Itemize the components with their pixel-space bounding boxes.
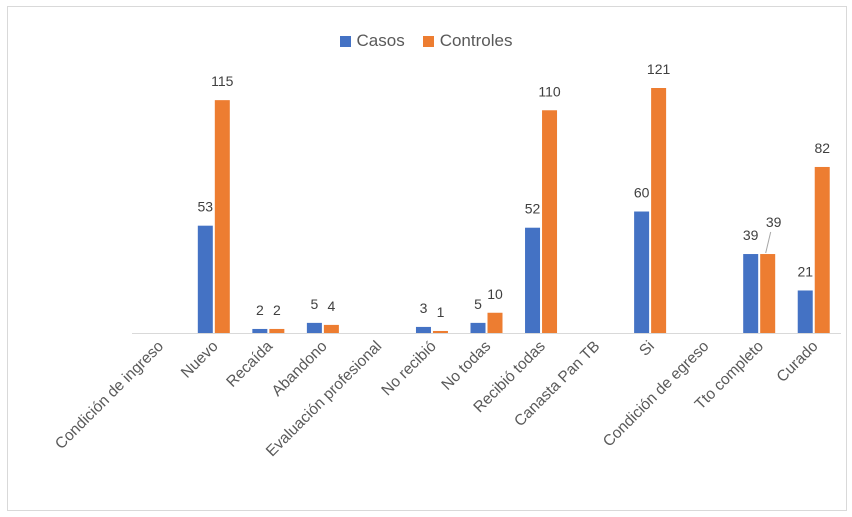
x-tick-label: No todas [438,338,494,394]
data-label: 82 [814,140,830,156]
x-tick-label: No recibió [378,338,439,399]
data-label: 121 [647,61,671,77]
data-label: 4 [327,298,335,314]
bar-casos [252,328,268,333]
legend-swatch-casos [339,35,351,47]
data-label: 5 [310,296,318,312]
data-label: 21 [797,263,813,279]
data-label: 60 [634,185,650,201]
data-label: 10 [487,286,503,302]
bar-controles [814,166,830,333]
bar-casos [797,290,813,333]
bar-controles [760,254,776,333]
bar-casos [306,322,322,333]
bar-casos [415,326,431,333]
bar-controles [269,328,285,333]
bar-controles [487,312,503,333]
x-tick-label: Curado [774,338,822,386]
bar-casos [470,322,486,333]
legend-item-controles: Controles [422,31,513,51]
legend-swatch-controles [422,35,434,47]
bar-controles [651,88,667,333]
data-label: 110 [538,83,561,99]
data-label: 2 [256,302,264,318]
bar-controles [432,330,448,333]
data-label: 3 [420,300,428,316]
data-label: 52 [525,201,541,217]
data-label: 39 [743,227,759,243]
x-tick-label: Condición de egreso [600,338,713,451]
data-label: 53 [198,199,214,215]
data-label: 1 [437,304,445,320]
bar-controles [542,110,558,333]
legend: Casos Controles [0,31,852,51]
legend-item-casos: Casos [339,31,405,51]
x-tick-label: Condición de ingreso [52,338,167,453]
data-label: 5 [474,296,482,312]
bar-casos [197,225,213,333]
data-label: 2 [273,302,281,318]
legend-label-controles: Controles [439,31,513,50]
bar-controles [323,324,339,333]
bar-casos [743,254,759,333]
data-label: 39 [766,214,782,230]
x-tick-label: Recaída [223,338,276,391]
x-tick-label: Nuevo [178,338,222,382]
bar-controles [214,100,230,333]
chart-frame [7,6,847,511]
data-label-leader [765,231,772,254]
data-label: 115 [211,73,234,89]
legend-label-casos: Casos [356,31,405,50]
x-tick-label: Si [636,338,658,360]
bar-casos [634,211,650,333]
bar-casos [525,227,541,333]
